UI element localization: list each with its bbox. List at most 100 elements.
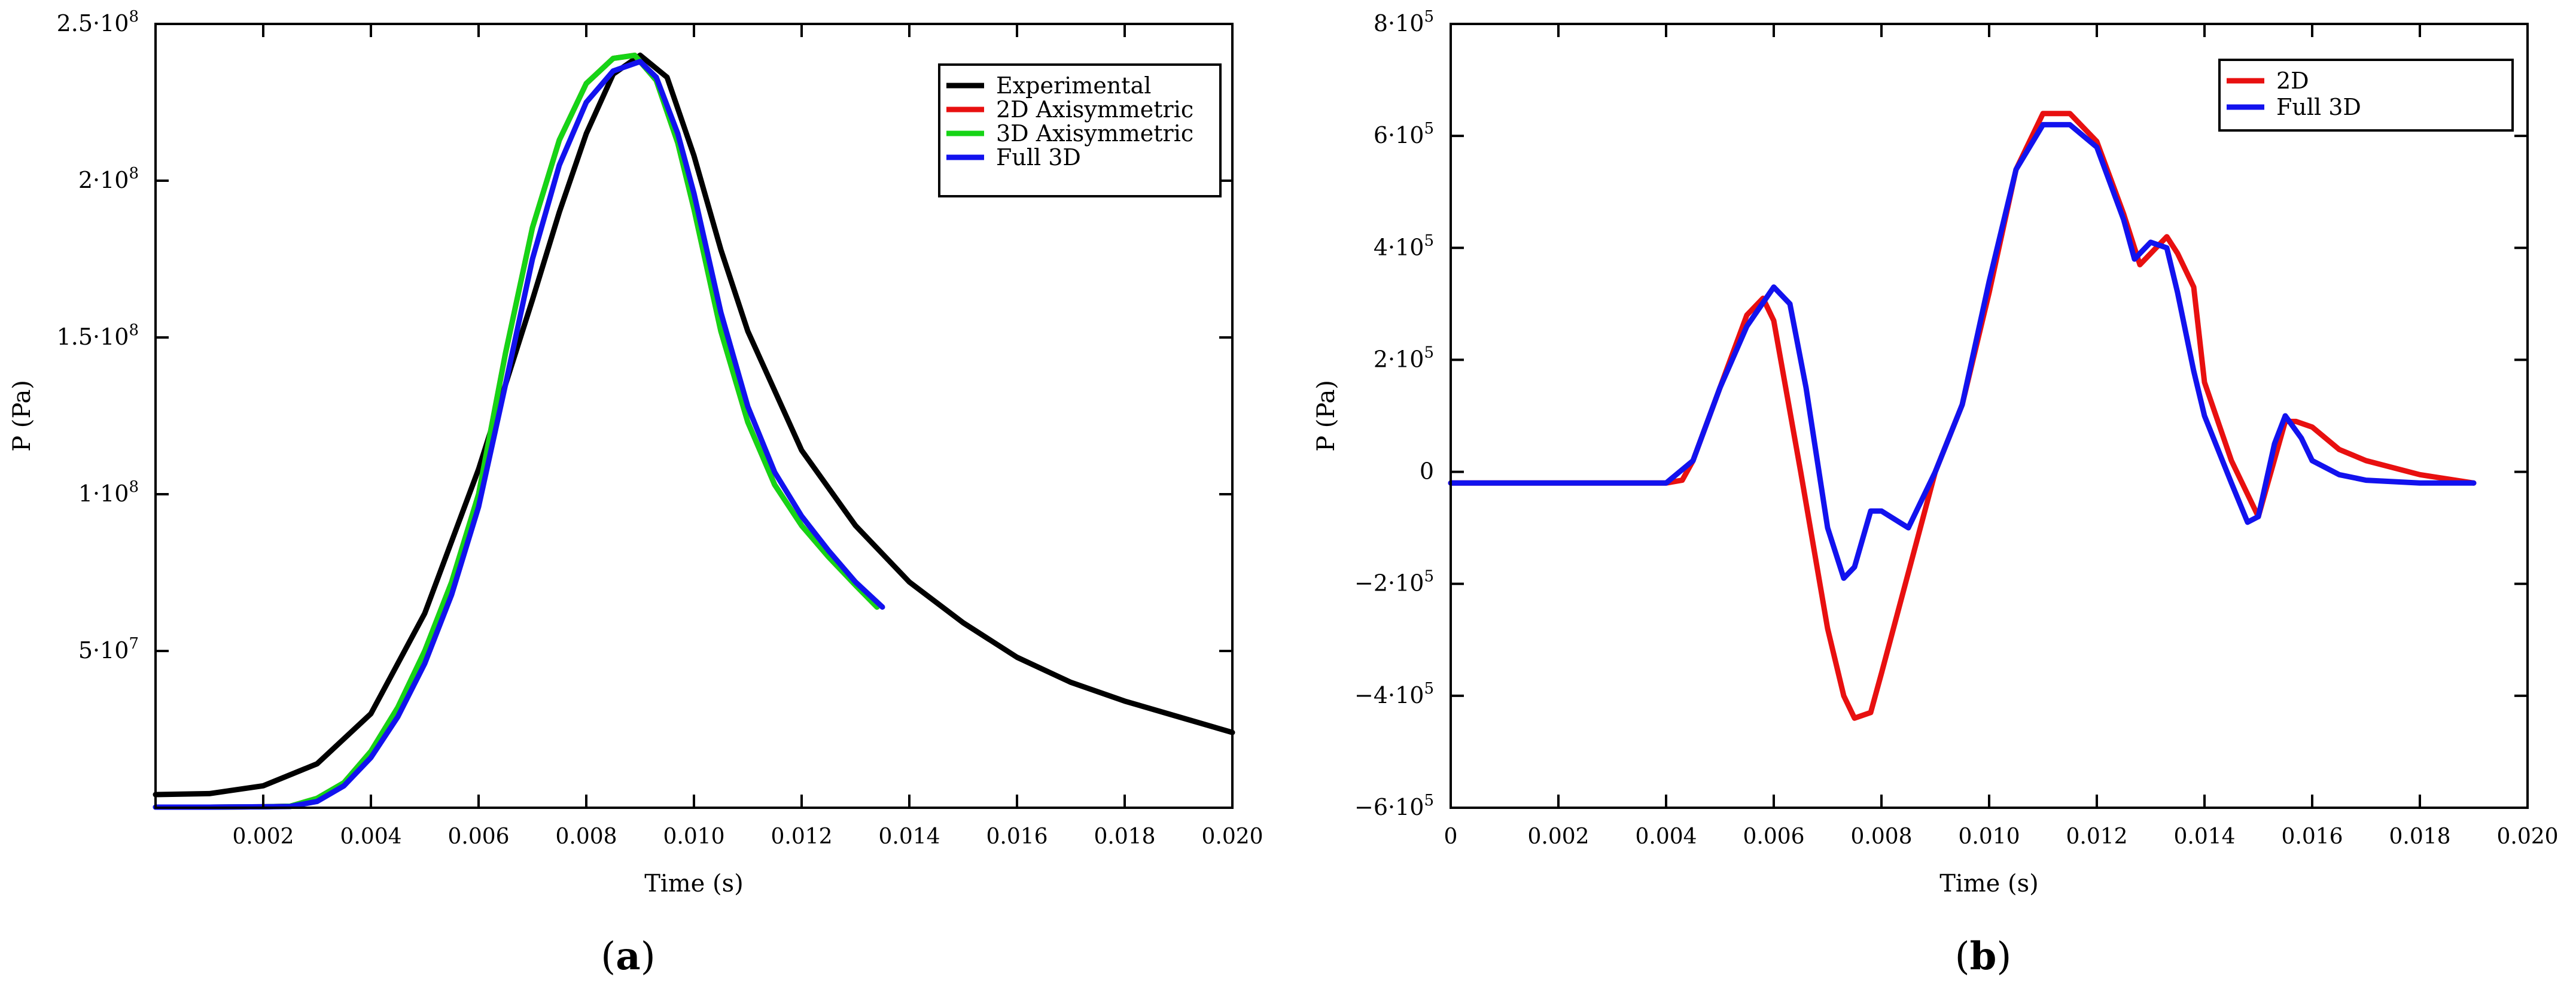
legend-entry-3d-axisymmetric: 3D Axisymmetric bbox=[946, 120, 1193, 147]
legend-entry-2d: 2D bbox=[2227, 68, 2309, 94]
panel-label-open: ( bbox=[1955, 935, 1970, 979]
y-tick-label: 4·105 bbox=[1374, 232, 1434, 260]
y-tick-label: 8·105 bbox=[1374, 8, 1434, 36]
y-tick-exponent: 8 bbox=[129, 8, 139, 26]
y-axis-label-a: P (Pa) bbox=[8, 380, 36, 452]
panel-label-close: ) bbox=[641, 935, 656, 979]
x-tick-label: 0 bbox=[1444, 824, 1458, 849]
x-tick-label: 0.010 bbox=[663, 824, 724, 849]
x-tick-label: 0.004 bbox=[340, 824, 401, 849]
y-tick-mantissa: 2.5·10 bbox=[57, 10, 129, 36]
plot-frame-b bbox=[1450, 23, 2529, 809]
x-axis-label-b: Time (s) bbox=[1939, 870, 2039, 897]
x-tick-label: 0.008 bbox=[1850, 824, 1912, 849]
legend-entry-full-3d: Full 3D bbox=[946, 144, 1081, 171]
panel-label-open: ( bbox=[601, 935, 616, 979]
panel-label-b: (b) bbox=[1955, 934, 2012, 979]
legend-label: 3D Axisymmetric bbox=[996, 120, 1193, 147]
ticks-layer-b: 0 0.002 0.004 0.006 0.008 0.010 0.012 0.014 0.01… bbox=[1354, 8, 2559, 849]
panel-label-close: ) bbox=[1996, 935, 2011, 979]
y-tick-exponent: 8 bbox=[129, 478, 139, 496]
y-tick-mantissa: 6·10 bbox=[1374, 122, 1424, 148]
y-tick-label: 5·107 bbox=[78, 635, 139, 664]
y-tick-label: 1.5·108 bbox=[57, 321, 139, 350]
y-tick-exponent: 5 bbox=[1424, 680, 1434, 698]
y-tick-label: 6·105 bbox=[1374, 120, 1434, 148]
ticks-layer-a: 0.002 0.004 0.006 0.008 0.010 0.012 0.014 0.016… bbox=[57, 8, 1263, 849]
series-line-3d-axisymmetric bbox=[153, 52, 880, 810]
x-tick-label: 0.010 bbox=[1958, 824, 2020, 849]
series-layer-a bbox=[153, 52, 1235, 810]
y-tick-mantissa: 1.5·10 bbox=[57, 324, 129, 350]
x-tick-label: 0.016 bbox=[986, 824, 1048, 849]
y-tick-label: 0 bbox=[1420, 458, 1434, 485]
legend-entry-experimental: Experimental bbox=[946, 72, 1151, 99]
legend-label: 2D bbox=[2276, 68, 2309, 94]
legend-box-a bbox=[938, 63, 1222, 197]
y-tick-exponent: 5 bbox=[1424, 792, 1434, 810]
y-tick-label: −4·105 bbox=[1354, 680, 1434, 708]
y-tick-label: 1·108 bbox=[78, 478, 139, 507]
y-tick-exponent: 5 bbox=[1424, 343, 1434, 361]
x-tick-label: 0.020 bbox=[2496, 824, 2558, 849]
y-tick-mantissa: −2·10 bbox=[1354, 570, 1424, 597]
y-tick-exponent: 7 bbox=[129, 635, 139, 653]
y-tick-label: 2·105 bbox=[1374, 343, 1434, 372]
x-tick-label: 0.012 bbox=[2066, 824, 2127, 849]
x-tick-label: 0.012 bbox=[771, 824, 832, 849]
x-tick-label: 0.002 bbox=[1527, 824, 1589, 849]
chart-panel-b: 0 0.002 0.004 0.006 0.008 0.010 0.012 0.014 0.01… bbox=[1313, 8, 2559, 979]
x-tick-label: 0.008 bbox=[555, 824, 617, 849]
x-tick-label: 0.006 bbox=[1743, 824, 1804, 849]
y-tick-label: 2.5·108 bbox=[57, 8, 139, 36]
series-line-full-3d bbox=[153, 59, 885, 810]
y-tick-mantissa: −4·10 bbox=[1354, 682, 1424, 708]
y-tick-label: −6·105 bbox=[1354, 792, 1434, 820]
y-tick-exponent: 8 bbox=[129, 321, 139, 339]
y-tick-mantissa: 2·10 bbox=[1374, 346, 1424, 372]
y-tick-mantissa: −6·10 bbox=[1354, 794, 1424, 820]
y-tick-label: −2·105 bbox=[1354, 568, 1434, 597]
y-tick-label: 2·108 bbox=[78, 165, 139, 193]
y-tick-mantissa: 0 bbox=[1420, 458, 1434, 485]
panel-label-letter: a bbox=[616, 934, 640, 979]
legend-label: Experimental bbox=[996, 72, 1151, 99]
series-line-experimental bbox=[153, 52, 1235, 798]
series-layer-b bbox=[1448, 111, 2477, 721]
y-tick-mantissa: 2·10 bbox=[78, 167, 129, 193]
x-tick-label: 0.018 bbox=[1094, 824, 1155, 849]
x-axis-label-a: Time (s) bbox=[644, 870, 744, 897]
y-tick-exponent: 5 bbox=[1424, 120, 1434, 138]
y-tick-mantissa: 8·10 bbox=[1374, 10, 1424, 36]
y-axis-label-b: P (Pa) bbox=[1313, 380, 1340, 452]
y-tick-exponent: 5 bbox=[1424, 232, 1434, 250]
y-tick-mantissa: 4·10 bbox=[1374, 234, 1424, 260]
x-tick-label: 0.016 bbox=[2281, 824, 2343, 849]
legend-label: 2D Axisymmetric bbox=[996, 96, 1193, 123]
legend-entry-2d-axisymmetric: 2D Axisymmetric bbox=[946, 96, 1193, 123]
x-tick-label: 0.018 bbox=[2389, 824, 2450, 849]
x-tick-label: 0.002 bbox=[232, 824, 294, 849]
y-tick-mantissa: 1·10 bbox=[78, 480, 129, 507]
legend-box-b bbox=[2218, 59, 2514, 132]
x-tick-label: 0.004 bbox=[1635, 824, 1697, 849]
x-tick-label: 0.014 bbox=[2173, 824, 2235, 849]
panel-label-a: (a) bbox=[601, 934, 655, 979]
x-tick-label: 0.014 bbox=[878, 824, 940, 849]
panel-label-letter: b bbox=[1970, 934, 1997, 979]
y-tick-exponent: 5 bbox=[1424, 8, 1434, 26]
legend-label: Full 3D bbox=[2276, 94, 2361, 120]
x-tick-label: 0.006 bbox=[447, 824, 509, 849]
legend-entry-full-3d: Full 3D bbox=[2227, 94, 2361, 120]
y-tick-exponent: 5 bbox=[1424, 568, 1434, 586]
series-line-2d-axisymmetric bbox=[153, 52, 880, 810]
y-tick-exponent: 8 bbox=[129, 165, 139, 182]
x-tick-label: 0.020 bbox=[1201, 824, 1263, 849]
y-tick-mantissa: 5·10 bbox=[78, 637, 129, 664]
series-line-2d bbox=[1448, 111, 2477, 721]
chart-panel-a: 0.002 0.004 0.006 0.008 0.010 0.012 0.014 0.016… bbox=[8, 8, 1263, 979]
series-line-full-3d bbox=[1448, 121, 2477, 581]
